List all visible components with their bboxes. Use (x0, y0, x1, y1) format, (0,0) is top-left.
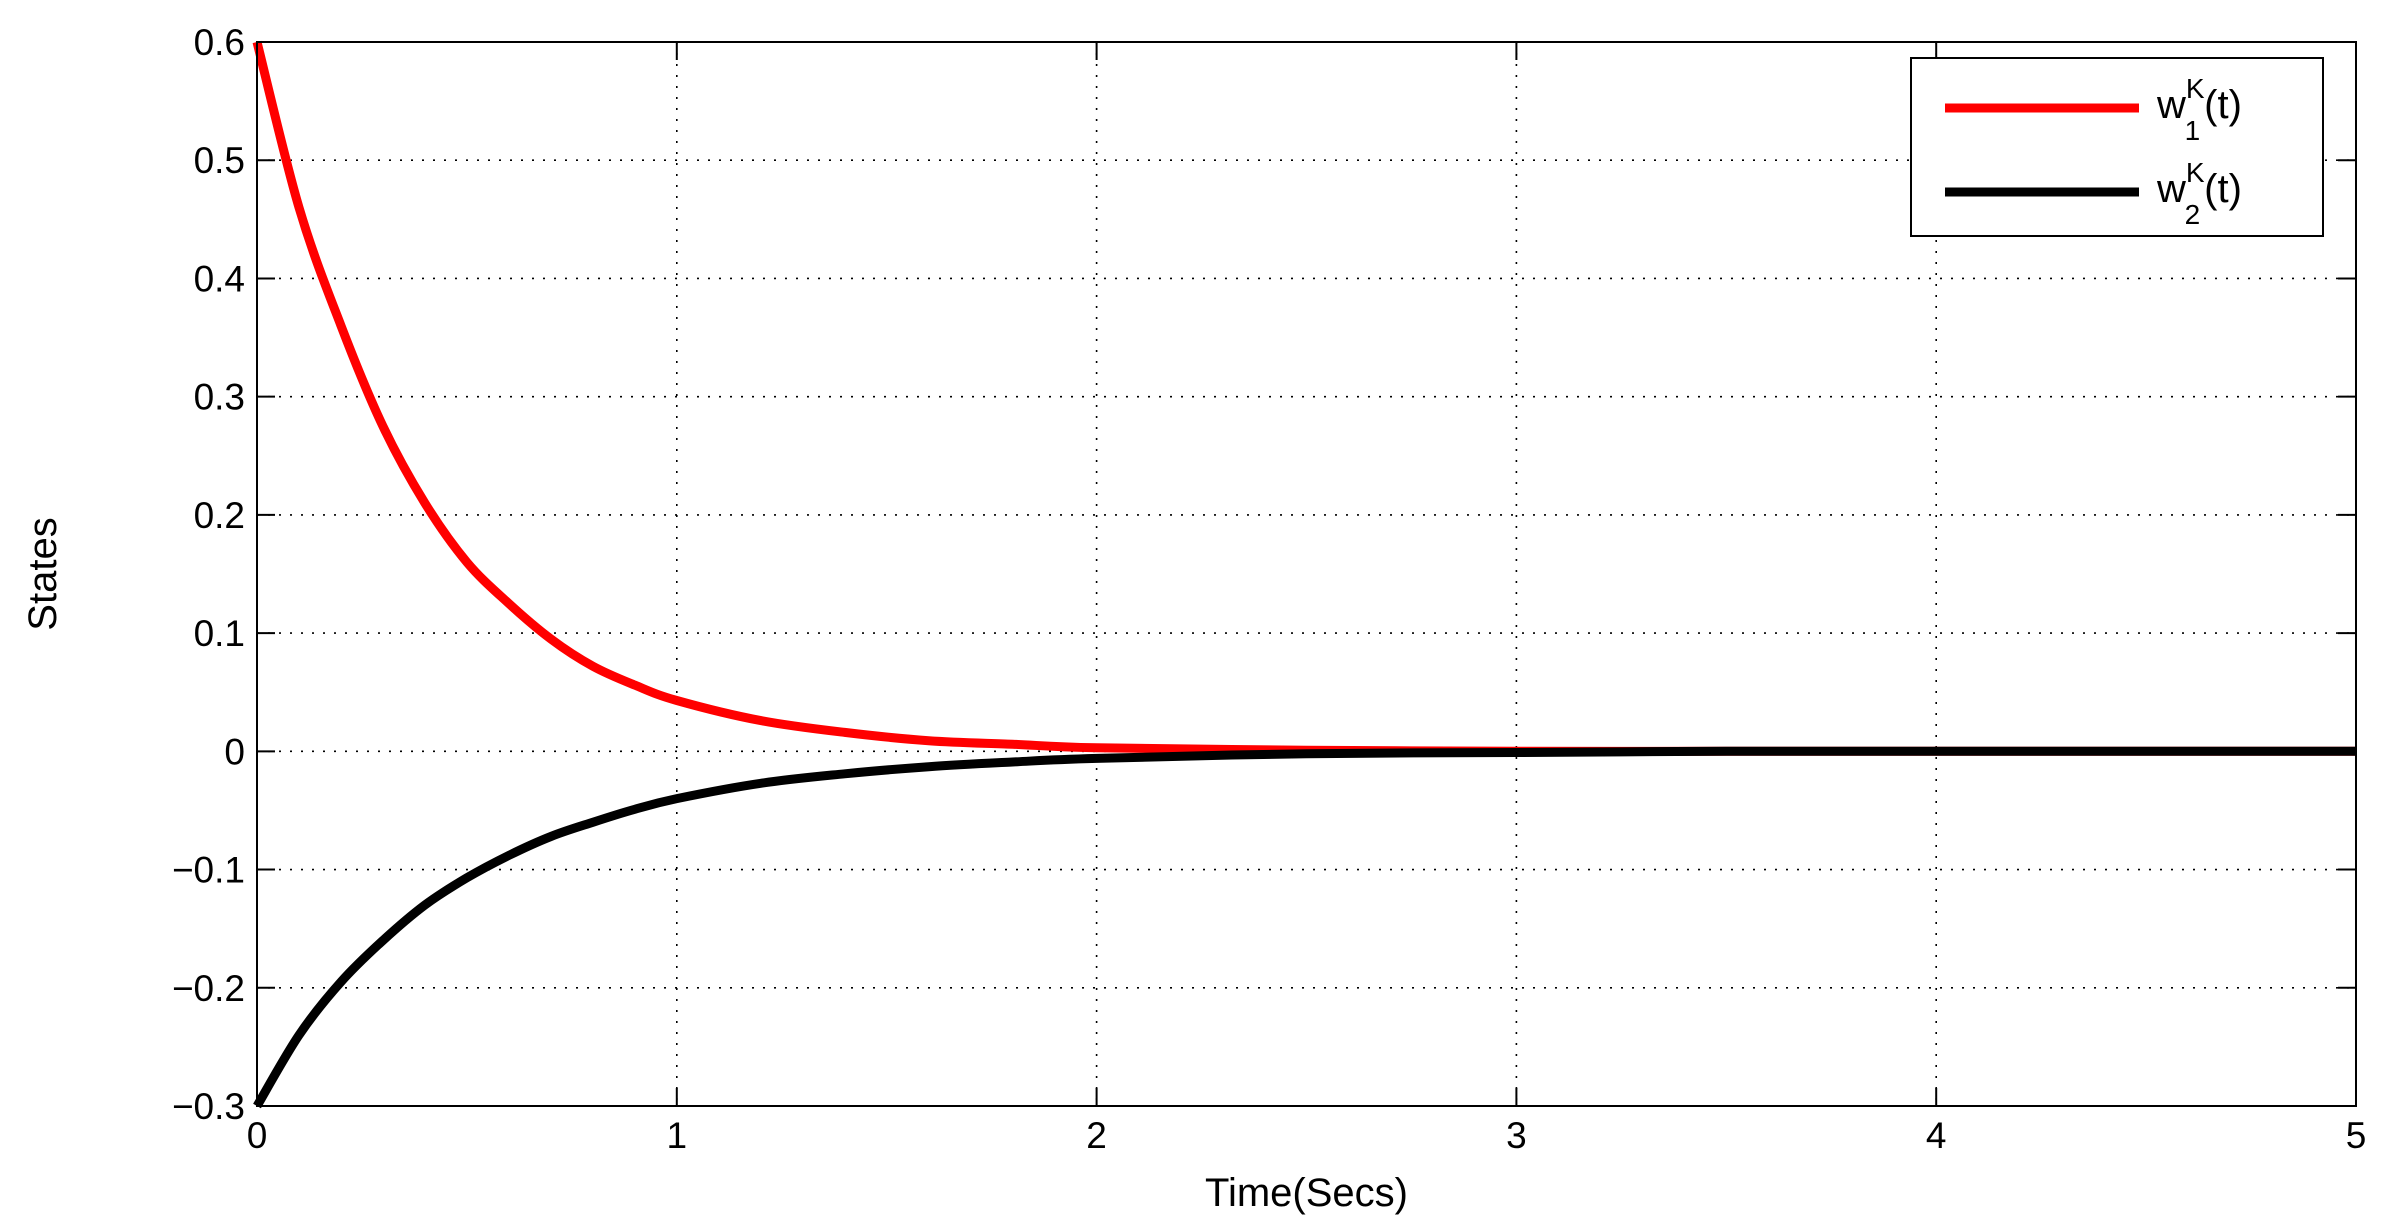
y-tick-label: 0.2 (194, 495, 245, 536)
y-tick-label: 0.6 (194, 22, 245, 63)
x-tick-label: 2 (1086, 1115, 1107, 1156)
x-tick-label: 0 (247, 1115, 268, 1156)
legend: wK 1(t) wK 2(t) (1910, 57, 2324, 237)
y-axis-label: States (21, 517, 65, 630)
legend-label-2: wK 2(t) (2156, 157, 2242, 230)
y-tick-label: −0.3 (172, 1086, 245, 1127)
x-tick-label: 4 (1926, 1115, 1947, 1156)
y-tick-label: 0.5 (194, 140, 245, 181)
plot-frame (256, 41, 2357, 1107)
series-line-2 (253, 746, 2356, 1109)
y-tick-label: 0.3 (194, 377, 245, 418)
series-lines (252, 40, 2356, 1109)
x-tick-label: 5 (2346, 1115, 2367, 1156)
y-tick-label: 0 (224, 731, 245, 772)
axis-ticks: 0 1 2 3 4 5 0.6 0.5 0.4 0.3 0.2 0.1 0 −0.1 −0.2 −0.3 (172, 22, 2366, 1156)
x-tick-label: 3 (1506, 1115, 1527, 1156)
y-tick-label: 0.1 (194, 613, 245, 654)
legend-label-1: wK 1(t) (2156, 73, 2242, 146)
y-tick-label: 0.4 (194, 258, 245, 299)
legend-box (1910, 57, 2324, 237)
y-tick-label: −0.1 (172, 850, 245, 891)
x-axis-label: Time(Secs) (1205, 1171, 1408, 1215)
x-tick-label: 1 (667, 1115, 688, 1156)
y-tick-label: −0.2 (172, 968, 245, 1009)
